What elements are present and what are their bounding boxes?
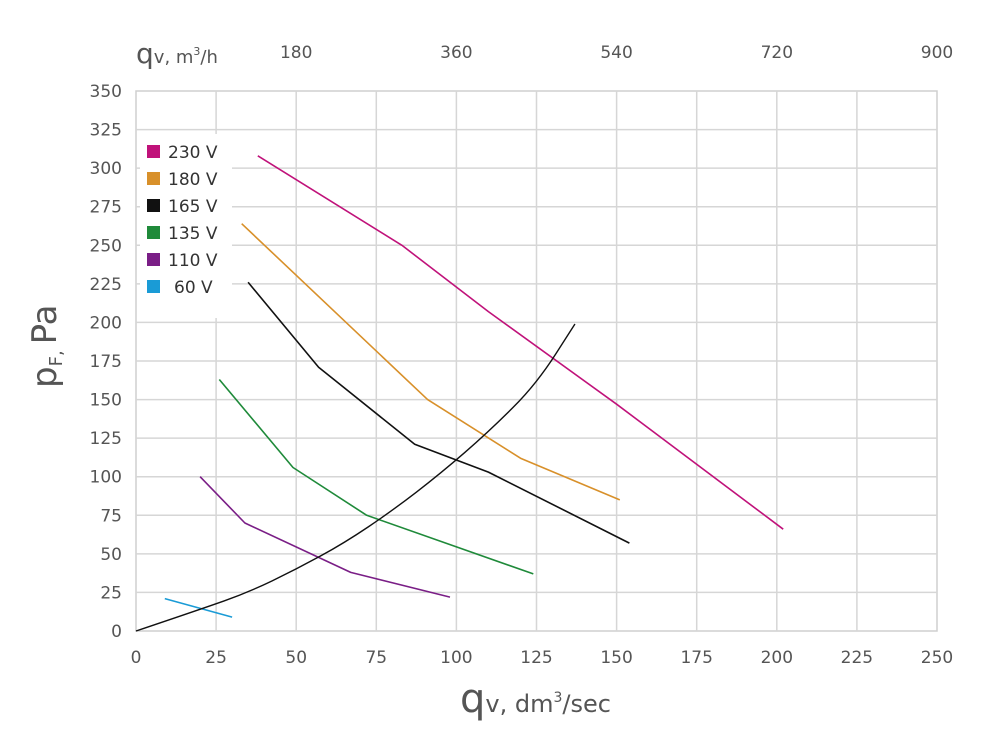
y-tick-label: 250: [90, 236, 122, 256]
grid-lines: [135, 90, 938, 632]
y-tick-label: 75: [100, 506, 122, 526]
x-tick-label: 50: [285, 648, 307, 668]
y-tick-label: 325: [90, 121, 122, 141]
legend-label: 180 V: [168, 170, 218, 190]
series-line-180v: [241, 223, 621, 501]
x-tick-label: 250: [921, 648, 953, 668]
series-line-110v: [199, 476, 451, 598]
top-tick-label: 180: [280, 43, 312, 63]
y-tick-label: 125: [90, 429, 122, 449]
legend-swatch: [147, 253, 160, 266]
series-line-60v: [164, 597, 233, 618]
y-tick-label: 175: [90, 352, 122, 372]
legend-label: 165 V: [168, 197, 218, 217]
y-tick-label: 350: [90, 82, 122, 102]
top-axis-title: qv, m3/h: [136, 37, 218, 70]
y-tick-label: 150: [90, 391, 122, 411]
y-tick-label: 300: [90, 159, 122, 179]
y-tick-label: 275: [90, 198, 122, 218]
x-tick-label: 25: [205, 648, 227, 668]
top-tick-label: 540: [600, 43, 632, 63]
legend-label: 60 V: [174, 278, 213, 298]
tick-labels: 0255075100125150175200225250275300325350…: [90, 43, 954, 668]
legend: 230 V 180 V 165 V 135 V 110 V 60 V: [140, 134, 232, 318]
legend-label: 230 V: [168, 143, 218, 163]
legend-label: 135 V: [168, 224, 218, 244]
series-line-135v: [218, 378, 534, 575]
legend-swatch: [147, 280, 160, 293]
x-tick-label: 75: [365, 648, 387, 668]
system-curve: [135, 323, 576, 632]
legend-swatch: [147, 172, 160, 185]
x-tick-label: 175: [680, 648, 712, 668]
series-line-230v: [257, 155, 784, 530]
x-axis-title: qv, dm3/sec: [460, 676, 611, 722]
legend-swatch: [147, 199, 160, 212]
y-tick-label: 200: [90, 313, 122, 333]
top-tick-label: 360: [440, 43, 472, 63]
series-layer: [135, 155, 784, 632]
x-tick-label: 100: [440, 648, 472, 668]
legend-label: 110 V: [168, 251, 218, 271]
top-tick-label: 900: [921, 43, 953, 63]
x-tick-label: 150: [600, 648, 632, 668]
x-tick-label: 125: [520, 648, 552, 668]
x-tick-label: 225: [841, 648, 873, 668]
top-tick-label: 720: [761, 43, 793, 63]
y-tick-label: 0: [111, 622, 122, 642]
y-tick-label: 100: [90, 468, 122, 488]
x-tick-label: 0: [131, 648, 142, 668]
y-tick-label: 50: [100, 545, 122, 565]
legend-swatch: [147, 226, 160, 239]
y-tick-label: 225: [90, 275, 122, 295]
series-line-165v: [247, 281, 630, 544]
y-axis-title: pF,Pa: [25, 305, 67, 388]
x-tick-label: 200: [761, 648, 793, 668]
legend-swatch: [147, 145, 160, 158]
y-tick-label: 25: [100, 583, 122, 603]
